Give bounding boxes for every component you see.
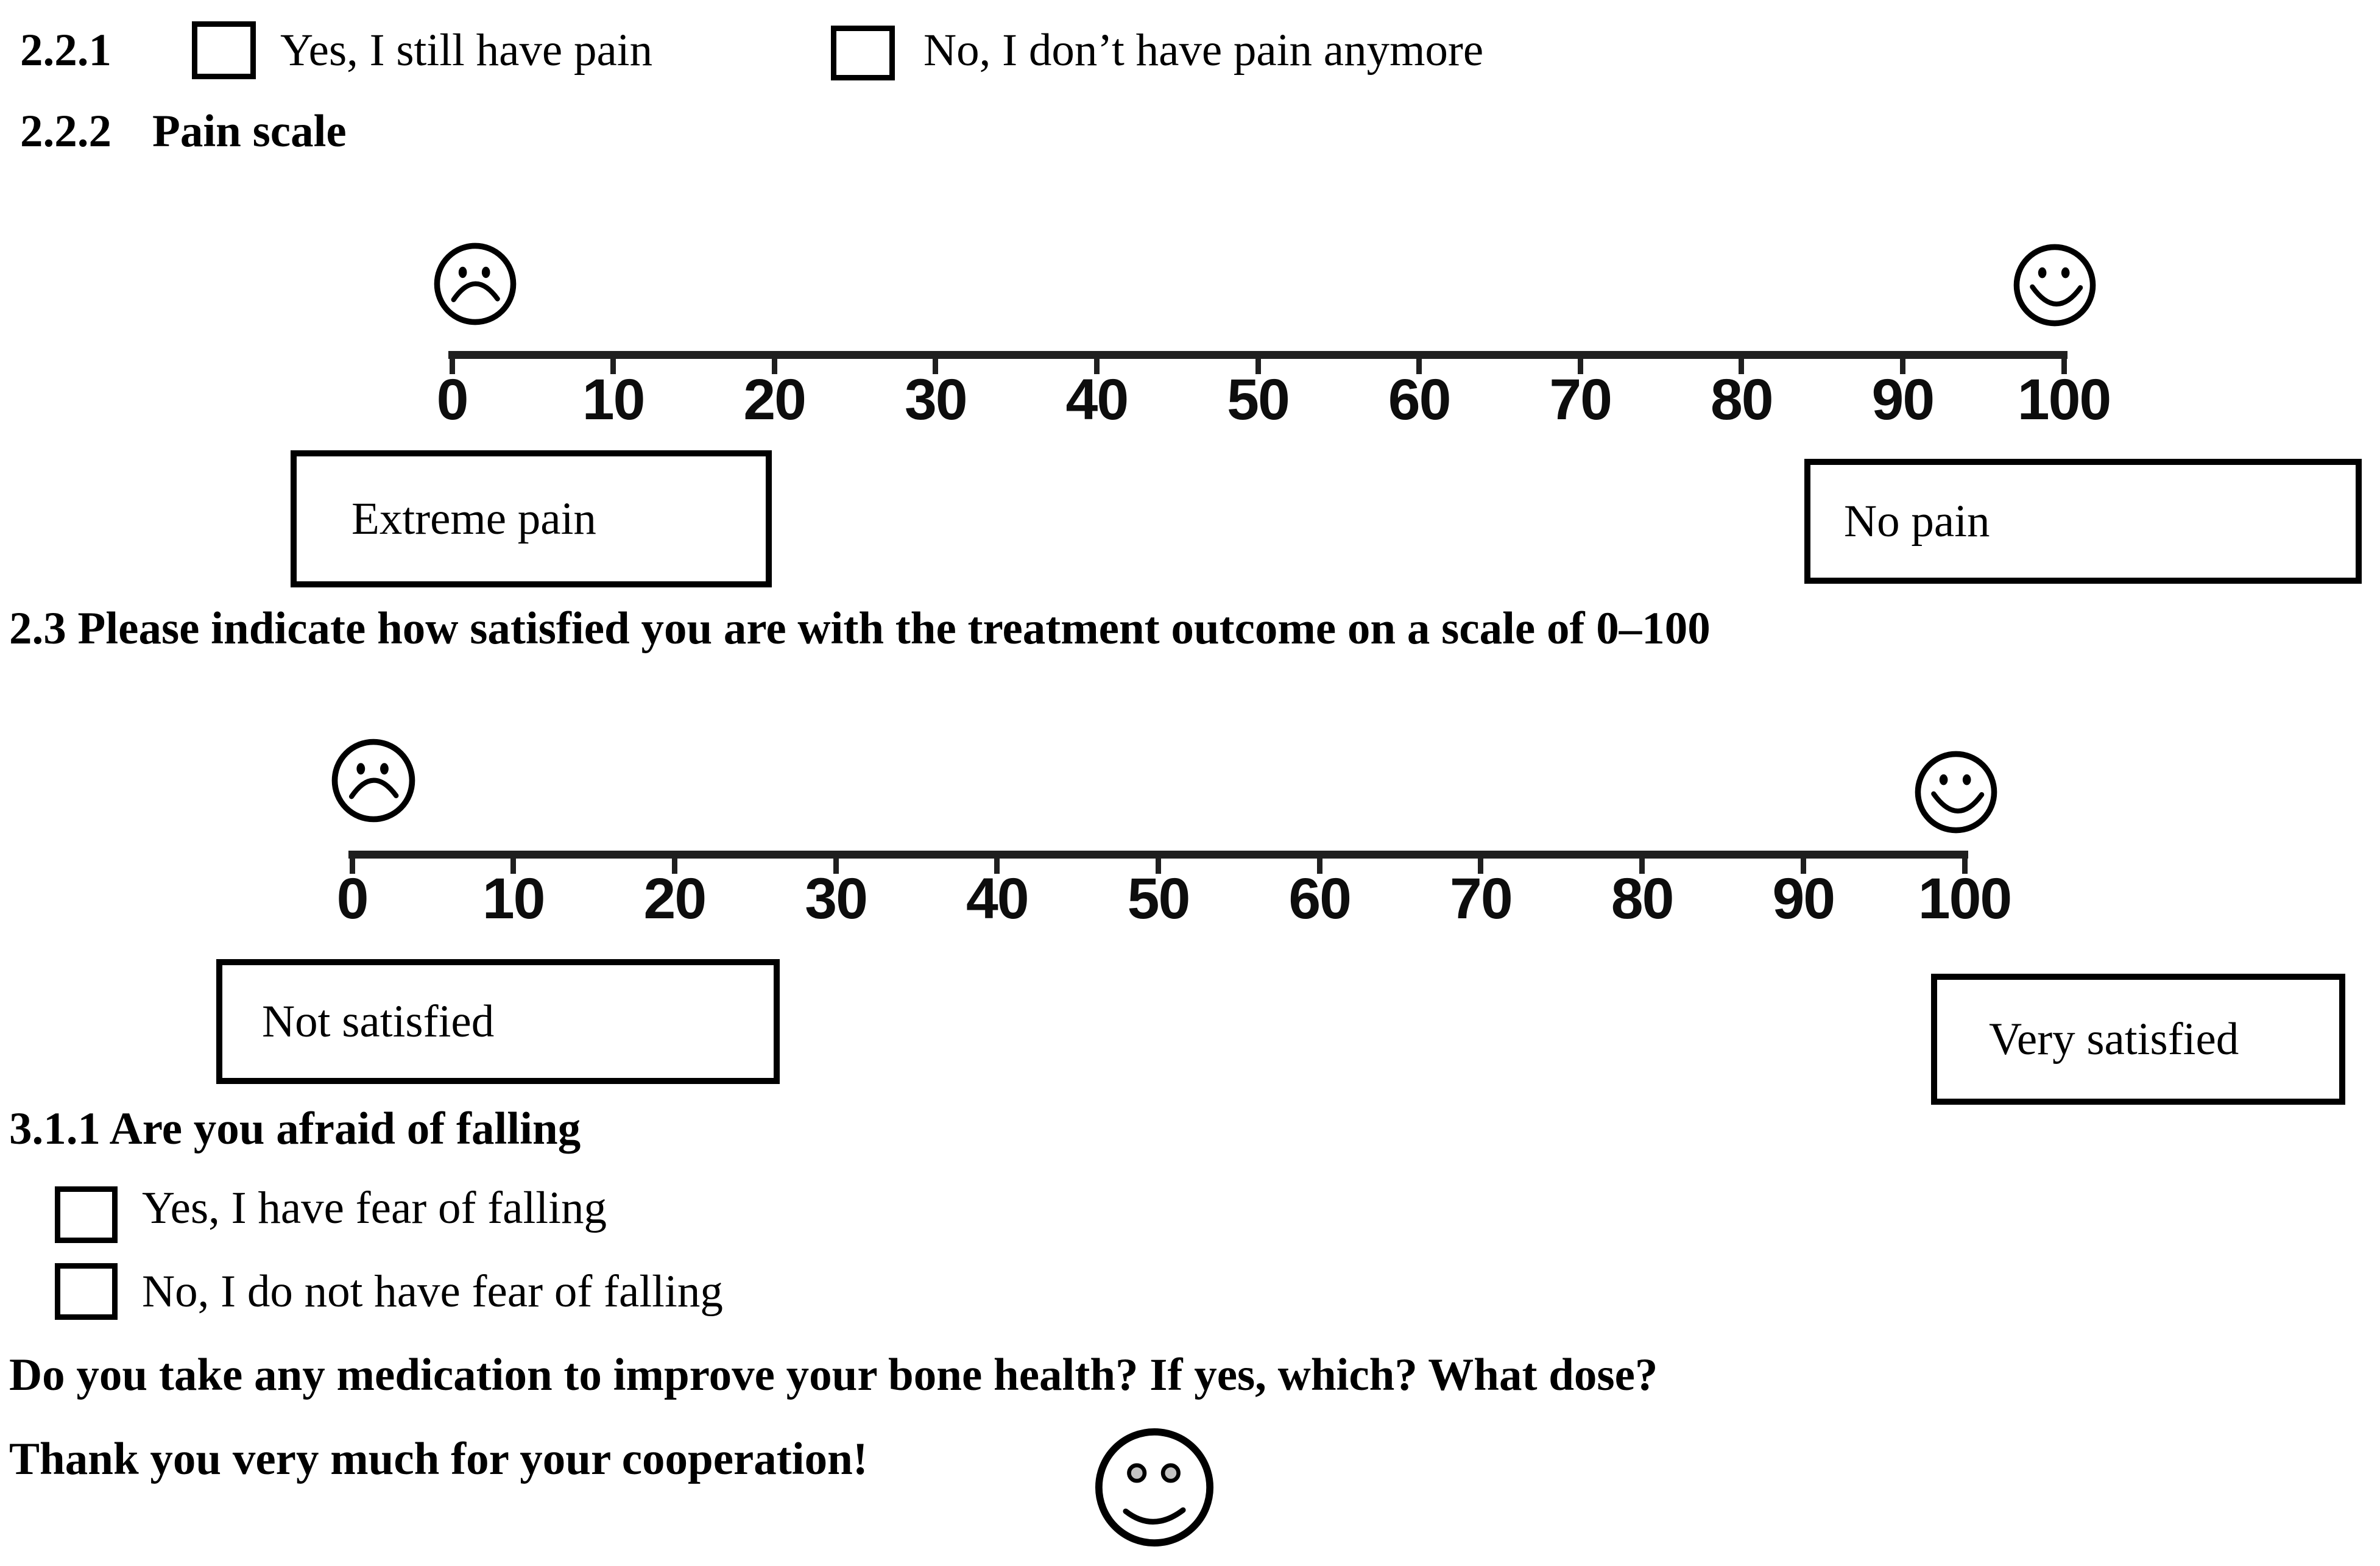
satisfaction-scale-label-40: 40	[966, 866, 1029, 931]
satisfaction-scale-tick-70	[1478, 851, 1484, 874]
satisfaction-scale-label-60: 60	[1288, 866, 1352, 931]
question-2-3-title: 2.3 Please indicate how satisfied you ar…	[9, 603, 1711, 654]
smiley-face-icon	[1095, 1428, 1214, 1547]
pain-scale-label-90: 90	[1871, 367, 1935, 432]
satisfaction-scale-label-30: 30	[805, 866, 868, 931]
label-yes-fear-falling: Yes, I have fear of falling	[142, 1183, 607, 1233]
satisfaction-scale-tick-100	[1962, 851, 1968, 874]
checkbox-no-fear-falling[interactable]	[55, 1263, 118, 1320]
pain-scale-tick-50	[1255, 351, 1261, 374]
pain-scale-label-100: 100	[2017, 367, 2112, 432]
satisfaction-scale-tick-60	[1316, 851, 1322, 874]
sad-face-icon	[434, 243, 517, 325]
satisfaction-scale-tick-80	[1639, 851, 1645, 874]
pain-scale-tick-30	[933, 351, 939, 374]
no-pain-box: No pain	[1804, 459, 2362, 584]
satisfaction-scale-tick-50	[1156, 851, 1161, 874]
satisfaction-scale-tick-40	[994, 851, 1000, 874]
pain-scale-tick-0	[449, 351, 455, 374]
extreme-pain-box: Extreme pain	[291, 450, 772, 587]
very-satisfied-box: Very satisfied	[1931, 974, 2345, 1105]
no-pain-label: No pain	[1844, 496, 1990, 547]
pain-scale-tick-40	[1093, 351, 1100, 374]
satisfaction-scale-tick-30	[833, 851, 839, 874]
pain-scale-label-60: 60	[1388, 367, 1452, 432]
question-3-1-1-title: 3.1.1 Are you afraid of falling	[9, 1104, 581, 1154]
extreme-pain-label: Extreme pain	[351, 494, 596, 544]
happy-face-icon	[1915, 751, 1997, 834]
pain-scale-label-80: 80	[1710, 367, 1774, 432]
pain-scale-label-70: 70	[1549, 367, 1612, 432]
medication-question: Do you take any medication to improve yo…	[9, 1350, 1658, 1400]
satisfaction-scale-tick-10	[510, 851, 517, 874]
pain-scale-label-0: 0	[436, 367, 469, 432]
pain-scale-tick-70	[1577, 351, 1583, 374]
sad-face-icon	[331, 739, 415, 823]
satisfaction-scale-label-20: 20	[643, 866, 707, 931]
not-satisfied-box: Not satisfied	[216, 959, 780, 1084]
label-yes-still-pain: Yes, I still have pain	[280, 25, 653, 76]
pain-scale-tick-90	[1899, 351, 1905, 374]
satisfaction-scale-tick-20	[671, 851, 677, 874]
satisfaction-scale-label-90: 90	[1772, 866, 1835, 931]
checkbox-no-pain-anymore[interactable]	[831, 26, 895, 80]
satisfaction-scale-label-50: 50	[1127, 866, 1191, 931]
pain-scale-tick-60	[1416, 351, 1422, 374]
pain-scale-label-40: 40	[1065, 367, 1129, 432]
satisfaction-scale-label-10: 10	[482, 866, 546, 931]
pain-scale-tick-100	[2061, 351, 2067, 374]
question-2-2-2-title: Pain scale	[152, 106, 347, 157]
closing-message: Thank you very much for your cooperation…	[9, 1434, 868, 1484]
label-no-fear-falling: No, I do not have fear of falling	[142, 1266, 723, 1317]
label-no-pain-anymore: No, I don’t have pain anymore	[923, 25, 1484, 76]
pain-scale-tick-10	[610, 351, 616, 374]
satisfaction-scale-label-70: 70	[1450, 866, 1513, 931]
pain-scale-label-30: 30	[904, 367, 968, 432]
question-2-2-2-number: 2.2.2	[20, 106, 111, 157]
pain-scale-label-50: 50	[1227, 367, 1290, 432]
pain-scale-label-10: 10	[582, 367, 646, 432]
satisfaction-scale-label-80: 80	[1611, 866, 1675, 931]
not-satisfied-label: Not satisfied	[262, 996, 495, 1047]
question-2-2-1-number: 2.2.1	[20, 25, 111, 76]
satisfaction-scale-label-0: 0	[336, 866, 369, 931]
pain-scale-tick-20	[771, 351, 777, 374]
checkbox-yes-still-pain[interactable]	[192, 21, 256, 79]
checkbox-yes-fear-falling[interactable]	[55, 1186, 118, 1243]
pain-scale-label-20: 20	[743, 367, 807, 432]
pain-scale-tick-80	[1739, 351, 1745, 374]
happy-face-icon	[2013, 244, 2096, 327]
satisfaction-scale-tick-0	[349, 851, 355, 874]
satisfaction-scale-tick-90	[1800, 851, 1806, 874]
satisfaction-scale-label-100: 100	[1918, 866, 2013, 931]
very-satisfied-label: Very satisfied	[1989, 1014, 2239, 1065]
